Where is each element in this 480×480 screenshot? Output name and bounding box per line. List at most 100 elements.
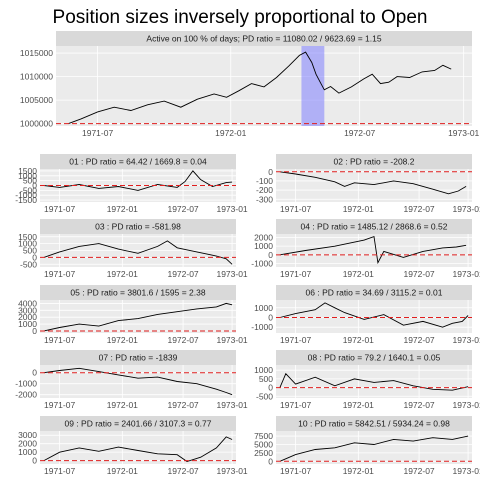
chart-title: Position sizes inversely proportional to… [53,7,428,28]
panel-2-y-tick-label: -100 [256,176,273,186]
panel-7-y-tick-label: -1000 [15,379,37,389]
panel-4-x-tick-label: 1972-01 [343,269,374,279]
main-highlight-band [301,46,325,126]
panel-3-x-tick-label: 1971-07 [44,269,75,279]
panel-4-x-tick-label: 1972-07 [403,269,434,279]
panel-1-y-tick-label: 0 [32,181,37,191]
panel-10-strip-label: 10 : PD ratio = 5842.51 / 5934.24 = 0.98 [298,419,450,429]
panel-3-series-line [43,240,233,265]
panel-2-strip [276,154,472,169]
panel-2-x-tick-label: 1972-01 [343,204,374,214]
panel-5-y-tick-label: 3000 [18,305,37,315]
panel-7-x-tick-label: 1973-01 [216,400,247,410]
panel-4-x-tick-label: 1973-01 [452,269,480,279]
panel-8-y-tick-label: -500 [256,391,273,401]
panel-9-y-tick-label: 1000 [18,447,37,457]
main-y-tick-label: 1010000 [20,72,53,82]
main-y-tick-label: 1000000 [20,119,53,129]
main-x-tick-label: 1972-01 [215,128,246,138]
panel-10-y-tick-label: 0 [268,456,273,466]
main-background [56,46,472,126]
panel-10-x-tick-label: 1973-01 [452,466,480,476]
panel-5-y-tick-label: 4000 [18,298,37,308]
panel-4-y-tick-label: -1000 [251,259,273,269]
panel-4-x-tick-label: 1971-07 [280,269,311,279]
panel-9-series-line [43,436,233,462]
panel-5-x-tick-label: 1971-07 [44,335,75,345]
panel-9-x-tick-label: 1972-01 [107,466,138,476]
panel-8-strip [276,350,472,365]
panel-1-y-tick-label: 1500 [18,166,37,176]
panel-9-y-tick-label: 3000 [18,430,37,440]
panel-3-y-tick-label: 500 [23,246,37,256]
panel-7-background [40,365,236,398]
main-x-tick-label: 1973-01 [448,128,479,138]
panel-2-y-tick-label: -200 [256,185,273,195]
panel-7-strip-label: 07 : PD ratio = -1839 [99,353,178,363]
panel-8-series-line [279,372,469,391]
panel-8-x-tick-label: 1972-01 [343,400,374,410]
panel-9-panel: 09 : PD ratio = 2401.66 / 3107.3 = 0.77 3… [18,416,248,476]
panel-5-series-line [43,302,233,332]
panel-5-strip-label: 05 : PD ratio = 3801.6 / 1595 = 2.38 [70,288,205,298]
main-y-tick-label: 1015000 [20,48,53,58]
panel-6-x-tick-label: 1972-01 [343,335,374,345]
panel-2-background [276,169,472,202]
panel-1-x-tick-label: 1972-01 [107,204,138,214]
panel-6-x-tick-label: 1971-07 [280,335,311,345]
panel-1-strip-label: 01 : PD ratio = 64.42 / 1669.8 = 0.04 [69,157,207,167]
panel-5-panel: 05 : PD ratio = 3801.6 / 1595 = 2.38 4000… [18,285,248,345]
panel-10-x-tick-label: 1971-07 [280,466,311,476]
panel-7-x-tick-label: 1972-07 [167,400,198,410]
panel-2-x-tick-label: 1972-07 [403,204,434,214]
panel-7-y-tick-label: -2000 [15,390,37,400]
panel-9-x-tick-label: 1972-07 [167,466,198,476]
panel-3-y-tick-label: -500 [20,259,37,269]
panel-5-y-tick-label: 1000 [18,319,37,329]
panel-3-x-tick-label: 1973-01 [216,269,247,279]
panel-9-strip-label: 09 : PD ratio = 2401.66 / 3107.3 = 0.77 [65,419,212,429]
panel-1-panel: 01 : PD ratio = 64.42 / 1669.8 = 0.04 150… [15,154,248,214]
panel-2-x-tick-label: 1973-01 [452,204,480,214]
plots: Active on 100 % of days; PD ratio = 1108… [15,31,480,476]
panel-8-y-tick-label: 500 [259,374,273,384]
panel-9-strip [40,416,236,431]
main-series-line [68,51,452,125]
main-strip [56,31,472,46]
panel-10-y-tick-label: 5000 [254,439,273,449]
panel-7-strip [40,350,236,365]
panel-5-x-tick-label: 1973-01 [216,335,247,345]
panel-1-strip [40,154,236,169]
panel-9-y-tick-label: 2000 [18,439,37,449]
panel-6-x-tick-label: 1972-07 [403,335,434,345]
panel-4-series-line [279,235,467,265]
panel-5-x-tick-label: 1972-07 [167,335,198,345]
panel-8-y-tick-label: 0 [268,383,273,393]
panel-3-x-tick-label: 1972-07 [167,269,198,279]
panel-1-y-tick-label: 1000 [18,171,37,181]
panel-9-x-tick-label: 1971-07 [44,466,75,476]
panel-7-y-tick-label: 0 [32,368,37,378]
panel-2-y-tick-label: -300 [256,194,273,204]
panel-1-y-tick-label: -1000 [15,190,37,200]
panel-3-y-tick-label: 1500 [18,232,37,242]
panel-1-x-tick-label: 1973-01 [216,204,247,214]
panel-3-y-tick-label: 0 [32,252,37,262]
panel-4-strip [276,219,472,234]
panel-1-x-tick-label: 1971-07 [44,204,75,214]
panel-5-x-tick-label: 1972-01 [107,335,138,345]
panel-4-panel: 04 : PD ratio = 1485.12 / 2868.6 = 0.52 2… [251,219,480,279]
panel-6-panel: 06 : PD ratio = 34.69 / 3115.2 = 0.01 100… [251,285,480,345]
panel-7-panel: 07 : PD ratio = -1839 0-1000-2000 1971-07 1… [15,350,248,410]
panel-3-strip [40,219,236,234]
main-panel: Active on 100 % of days; PD ratio = 1108… [20,31,480,138]
main-strip-label: Active on 100 % of days; PD ratio = 1108… [146,34,381,44]
panel-1-y-tick-label: -500 [20,185,37,195]
panel-2-series-line [279,171,467,195]
main-x-tick-label: 1972-07 [344,128,375,138]
panel-2-strip-label: 02 : PD ratio = -208.2 [333,157,414,167]
panel-5-background [40,300,236,333]
panel-5-strip [40,285,236,300]
